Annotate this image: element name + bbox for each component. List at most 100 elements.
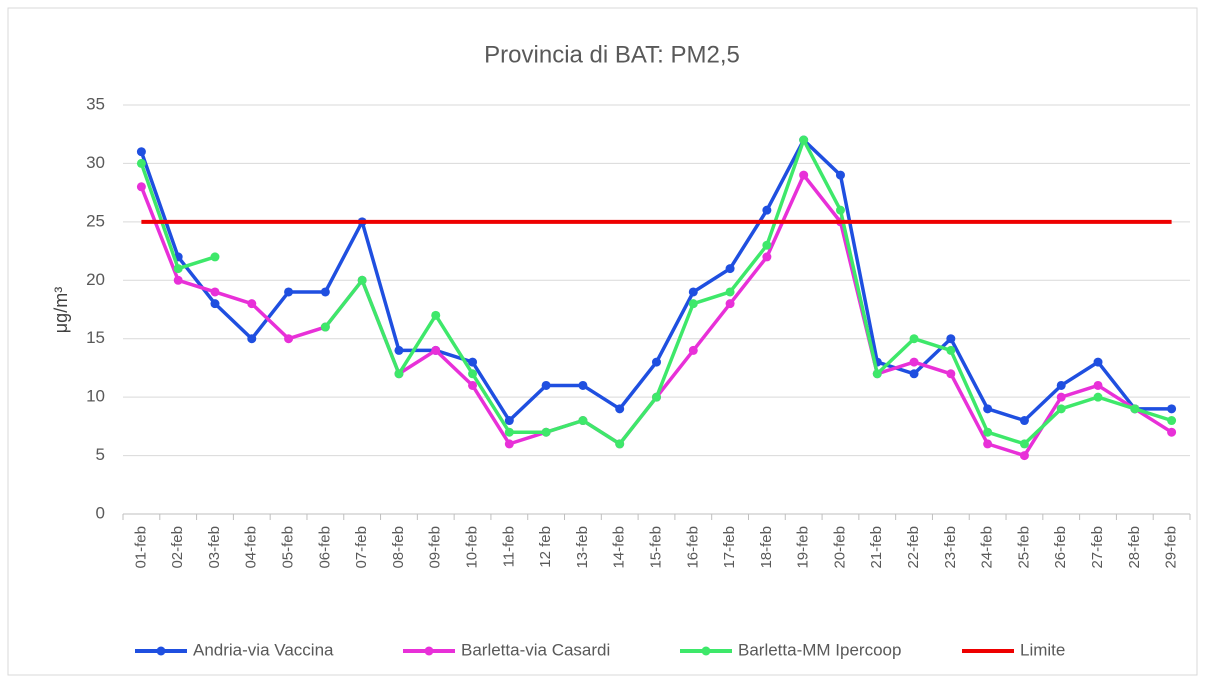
legend-label: Limite — [1020, 640, 1065, 659]
x-tick-label: 26-feb — [1052, 526, 1069, 569]
data-point — [541, 380, 551, 390]
y-tick-label: 25 — [86, 211, 105, 230]
data-point — [136, 182, 146, 192]
x-tick-label: 27-feb — [1089, 526, 1106, 569]
data-point — [725, 299, 735, 309]
x-tick-label: 29-feb — [1163, 526, 1180, 569]
y-tick-label: 5 — [96, 445, 105, 464]
data-point — [1019, 416, 1029, 426]
data-point — [1056, 392, 1066, 402]
data-point — [504, 416, 514, 426]
y-tick-label: 20 — [86, 270, 105, 289]
data-point — [578, 416, 588, 426]
data-point — [946, 345, 956, 355]
data-point — [909, 357, 919, 367]
legend-marker — [424, 646, 434, 656]
data-point — [1056, 380, 1066, 390]
data-point — [909, 334, 919, 344]
x-tick-label: 03-feb — [206, 526, 223, 569]
data-point — [504, 439, 514, 449]
data-point — [541, 427, 551, 437]
data-point — [210, 287, 220, 297]
data-point — [983, 404, 993, 414]
x-tick-label: 01-feb — [132, 526, 149, 569]
data-point — [1056, 404, 1066, 414]
x-tick-label: 14-feb — [611, 526, 628, 569]
data-point — [762, 252, 772, 262]
data-point — [652, 357, 661, 367]
data-point — [799, 170, 809, 180]
data-point — [320, 322, 330, 332]
data-point — [578, 380, 588, 390]
x-tick-label: 16-feb — [684, 526, 701, 569]
x-tick-label: 05-feb — [280, 526, 297, 569]
x-tick-label: 19-feb — [795, 526, 812, 569]
data-point — [136, 158, 146, 168]
data-point — [1167, 427, 1177, 437]
data-point — [688, 299, 698, 309]
data-point — [136, 147, 146, 157]
data-point — [468, 357, 478, 367]
data-point — [1019, 451, 1029, 461]
data-point — [210, 299, 220, 309]
data-point — [284, 287, 294, 297]
y-axis-label: μg/m³ — [51, 287, 71, 333]
x-tick-label: 15-feb — [647, 526, 664, 569]
data-point — [247, 299, 257, 309]
data-point — [615, 439, 625, 449]
data-point — [357, 275, 367, 285]
data-point — [394, 369, 404, 379]
data-point — [468, 380, 478, 390]
x-tick-label: 17-feb — [721, 526, 738, 569]
x-tick-label: 23-feb — [942, 526, 959, 569]
data-point — [1167, 404, 1177, 414]
x-tick-label: 13-feb — [574, 526, 591, 569]
data-point — [1130, 404, 1140, 414]
x-tick-label: 24-feb — [979, 526, 996, 569]
data-point — [799, 135, 809, 145]
data-point — [909, 369, 919, 379]
data-point — [1019, 439, 1029, 449]
data-point — [946, 369, 956, 379]
data-point — [835, 205, 845, 215]
legend-label: Andria-via Vaccina — [193, 640, 334, 659]
data-point — [247, 334, 257, 344]
y-tick-label: 35 — [86, 94, 105, 113]
chart-border — [7, 7, 1198, 676]
x-tick-label: 21-feb — [868, 526, 885, 569]
data-point — [1093, 392, 1103, 402]
data-point — [1167, 416, 1177, 426]
data-point — [725, 264, 735, 274]
data-point — [431, 345, 441, 355]
data-point — [872, 369, 882, 379]
x-tick-label: 09-feb — [427, 526, 444, 569]
data-point — [762, 240, 772, 250]
data-point — [504, 427, 514, 437]
legend-label: Barletta-via Casardi — [461, 640, 610, 659]
data-point — [468, 369, 478, 379]
x-tick-label: 20-feb — [831, 526, 848, 569]
data-point — [320, 287, 330, 297]
x-tick-label: 10-feb — [464, 526, 481, 569]
data-point — [173, 264, 183, 274]
data-point — [688, 287, 698, 297]
chart-title: Provincia di BAT: PM2,5 — [484, 41, 740, 68]
x-tick-label: 04-feb — [243, 526, 260, 569]
x-tick-label: 11-feb — [500, 526, 517, 567]
data-point — [1093, 357, 1103, 367]
x-tick-label: 25-feb — [1015, 526, 1032, 569]
data-point — [983, 439, 993, 449]
data-point — [946, 334, 956, 344]
x-tick-label: 18-feb — [758, 526, 775, 569]
x-tick-label: 02-feb — [169, 526, 186, 569]
y-tick-label: 30 — [86, 153, 105, 172]
x-tick-label: 22-feb — [905, 526, 922, 569]
data-point — [835, 170, 845, 180]
data-point — [652, 392, 661, 402]
legend-marker — [156, 646, 166, 656]
y-tick-label: 10 — [86, 387, 105, 406]
data-point — [173, 275, 183, 285]
data-point — [394, 345, 404, 355]
x-tick-label: 28-feb — [1126, 526, 1143, 569]
